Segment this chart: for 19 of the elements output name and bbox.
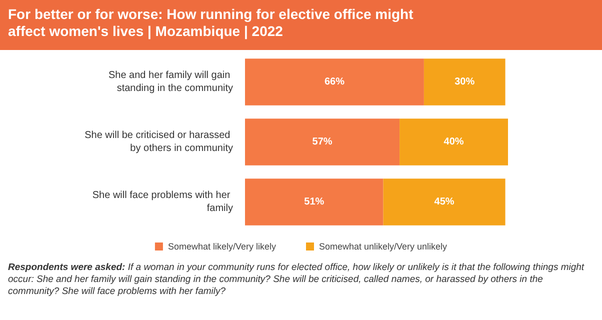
y-tick-label: She and her family will gain standing in the community xyxy=(108,70,233,94)
chart-title: For better or for worse: How running for elective office might affect women's lives | Mozambique | 2022 xyxy=(0,0,602,50)
bar xyxy=(245,178,384,226)
text: Respondents were asked: If a woman in your community runs for elected office, how likely or unlikely is it that the following things might occur: She and her family will gain standing in the community? She will be criticised, called names, or harassed by others in the community? She will face problems with her family? xyxy=(8,262,586,298)
bar xyxy=(245,118,400,166)
data-label: 45% xyxy=(434,196,454,208)
legend-label: Somewhat unlikely/Very unlikely xyxy=(318,242,448,252)
y-tick-label: She will face problems with her family xyxy=(92,190,233,214)
bar xyxy=(400,118,508,166)
data-label: 40% xyxy=(444,136,464,148)
data-label: 57% xyxy=(312,136,332,148)
bar xyxy=(245,58,424,106)
legend-label: Somewhat likely/Very likely xyxy=(168,242,276,252)
bar xyxy=(383,178,506,226)
data-label: 51% xyxy=(304,196,324,208)
data-label: 30% xyxy=(454,76,475,88)
data-label: 66% xyxy=(324,76,345,88)
y-tick-label: She will be criticised or harassed by others in community xyxy=(84,130,233,154)
bar xyxy=(424,58,506,106)
